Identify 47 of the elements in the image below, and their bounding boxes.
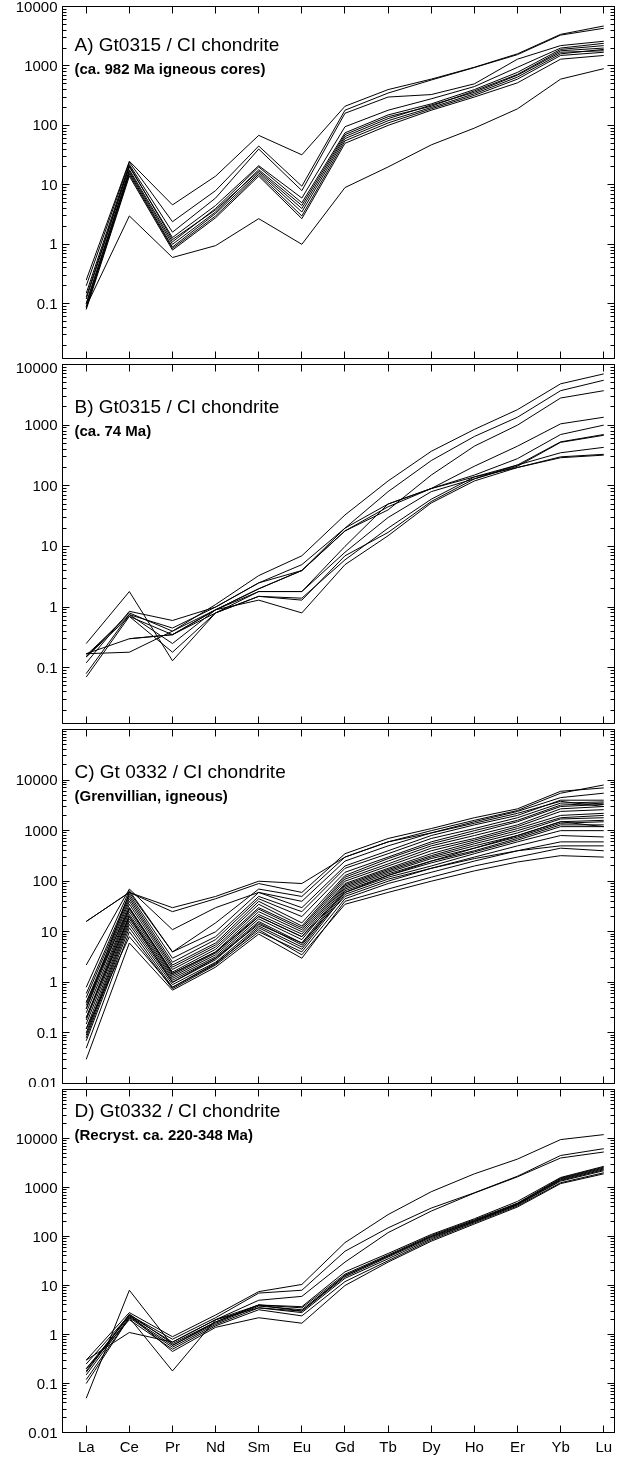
y-tick-label: 100 [32,872,58,890]
y-tick-label: 1000 [24,416,58,434]
text: D) Gt0332 / CI chondrite [74,1099,281,1121]
y-tick-label: 0.01 [28,1073,58,1091]
y-tick-label: 10000 [15,1129,58,1147]
y-tick-label: 1 [49,973,58,991]
y-tick-label: 10000 [15,0,58,15]
y-tick-label: 1000 [24,821,58,839]
x-tick-label: Ho [464,1437,484,1455]
x-tick-label: Sm [247,1437,270,1455]
y-tick-label: 0.1 [36,1374,58,1392]
y-tick-label: 1 [49,598,58,616]
y-tick-label: 0.1 [36,294,58,312]
text: (Recryst. ca. 220-348 Ma) [74,1125,253,1143]
y-tick-label: 100 [32,1227,58,1245]
y-tick-label: 1 [49,235,58,253]
y-tick-label: 10000 [15,358,58,376]
x-tick-label: Nd [206,1437,226,1455]
y-tick-label: 0.1 [36,1023,58,1041]
x-tick-label: Eu [292,1437,312,1455]
x-tick-label: Tb [379,1437,397,1455]
y-tick-label: 100 [32,476,58,494]
y-tick-label: 10 [40,922,58,940]
text: (Grenvillian, igneous) [74,786,228,804]
y-tick-label: 100 [32,116,58,134]
text: (ca. 74 Ma) [74,421,152,439]
x-tick-label: Gd [334,1437,355,1455]
y-tick-label: 10 [40,1276,58,1294]
y-tick-label: 10 [40,175,58,193]
text: A) Gt0315 / CI chondrite [74,33,280,55]
y-tick-label: 0.01 [28,1423,58,1441]
text: B) Gt0315 / CI chondrite [74,395,280,417]
x-tick-label: Yb [551,1437,570,1455]
x-tick-label: Dy [422,1437,441,1455]
text: C) Gt 0332 / CI chondrite [74,760,286,782]
x-tick-label: Lu [595,1437,613,1455]
y-tick-label: 10000 [15,771,58,789]
text: (ca. 982 Ma igneous cores) [74,59,266,77]
x-tick-label: Ce [119,1437,139,1455]
x-tick-label: Er [509,1437,525,1455]
y-tick-label: 1000 [24,56,58,74]
y-tick-label: 1000 [24,1178,58,1196]
y-tick-label: 10 [40,537,58,555]
y-tick-label: 1 [49,1325,58,1343]
x-tick-label: Pr [164,1437,180,1455]
y-tick-label: 0.1 [36,658,58,676]
x-tick-label: La [77,1437,96,1455]
